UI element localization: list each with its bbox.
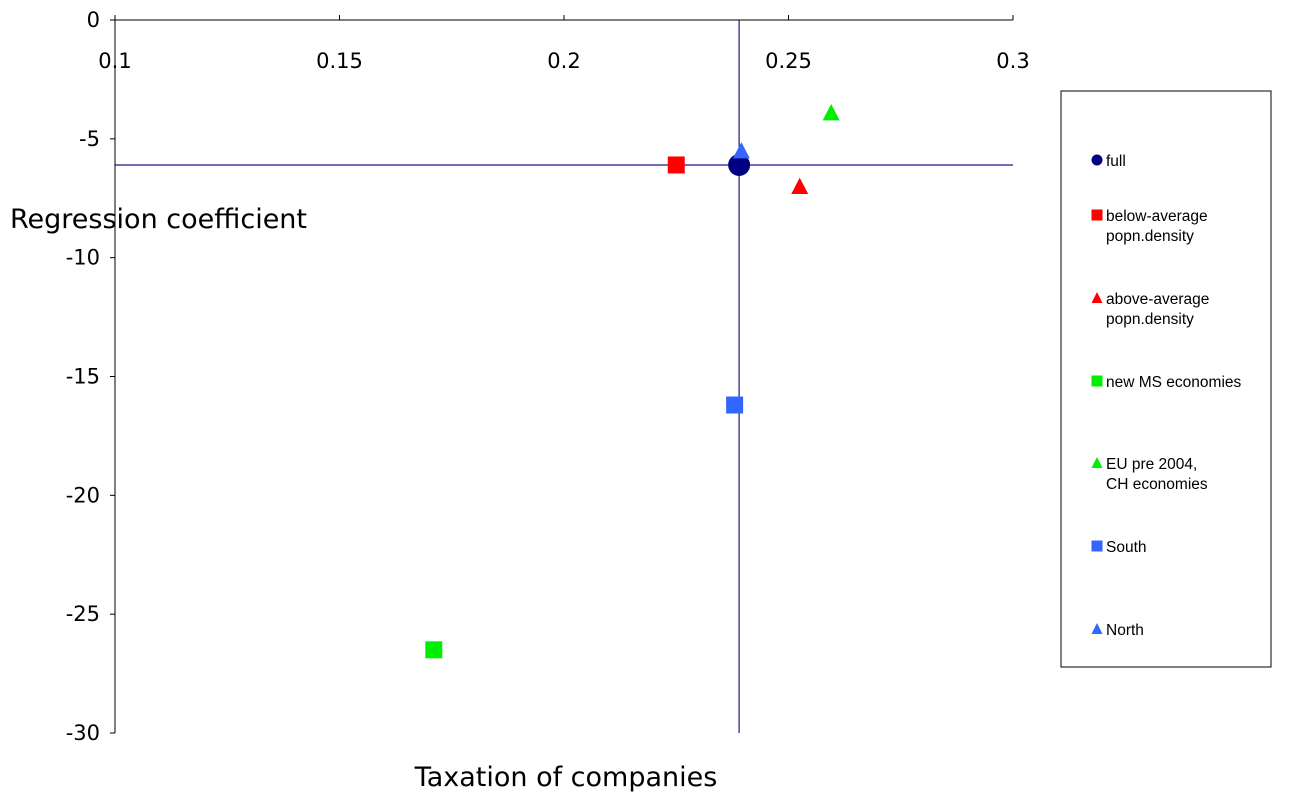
data-point	[728, 153, 751, 176]
legend-marker	[1091, 457, 1103, 468]
legend-marker	[1091, 154, 1103, 166]
legend-label: South	[1106, 539, 1147, 556]
legend-marker	[1091, 623, 1103, 634]
legend: fullbelow-averagepopn.densityabove-avera…	[1060, 90, 1272, 668]
y-tick-label: 0	[87, 8, 100, 32]
y-tick-label: -15	[66, 365, 100, 389]
legend-item: EU pre 2004, CH economies	[1091, 456, 1208, 493]
data-point	[822, 104, 840, 121]
x-tick-label: 0.25	[765, 49, 812, 73]
data-point	[726, 396, 744, 414]
legend-item: new MS economies	[1091, 374, 1242, 391]
legend-label: below-average	[1106, 208, 1208, 225]
y-tick-label: -5	[79, 127, 100, 151]
x-tick-label: 0.3	[996, 49, 1029, 73]
data-point	[667, 156, 685, 174]
legend-item: South	[1091, 539, 1147, 556]
legend-label: full	[1106, 153, 1126, 170]
reference-lines	[115, 20, 1013, 733]
legend-label: EU pre 2004,	[1106, 456, 1197, 473]
legend-label: new MS economies	[1106, 374, 1242, 391]
x-tick-label: 0.1	[98, 49, 131, 73]
data-point	[425, 641, 443, 659]
data-points	[425, 104, 840, 659]
legend-marker	[1091, 292, 1103, 303]
y-tick-label: -30	[66, 721, 100, 745]
x-tick-label: 0.15	[316, 49, 363, 73]
data-point	[732, 142, 750, 159]
legend-label: CH economies	[1106, 476, 1208, 493]
y-tick-label: -25	[66, 602, 100, 626]
legend-marker	[1091, 209, 1103, 221]
legend-marker	[1091, 375, 1103, 387]
chart-axes: 0.1 0.15 0.2 0.25 0.3 0 -5 -10 -15 -20 -25 -30	[66, 8, 1030, 745]
legend-label: North	[1106, 622, 1144, 639]
data-point	[791, 177, 809, 195]
y-tick-label: -10	[66, 246, 100, 270]
legend-item: North	[1091, 622, 1144, 639]
legend-item: above-average popn.density	[1091, 291, 1209, 328]
x-axis-title: Taxation of companies	[414, 762, 718, 793]
x-tick-label: 0.2	[547, 49, 580, 73]
y-axis-title: Regression coefficient	[10, 204, 307, 235]
legend-label: popn.density	[1106, 228, 1194, 245]
legend-item: below-average popn.density	[1091, 208, 1208, 245]
y-tick-label: -20	[66, 483, 100, 507]
legend-label: popn.density	[1106, 311, 1194, 328]
legend-item: full	[1091, 153, 1126, 170]
legend-label: above-average	[1106, 291, 1209, 308]
legend-marker	[1091, 540, 1103, 552]
